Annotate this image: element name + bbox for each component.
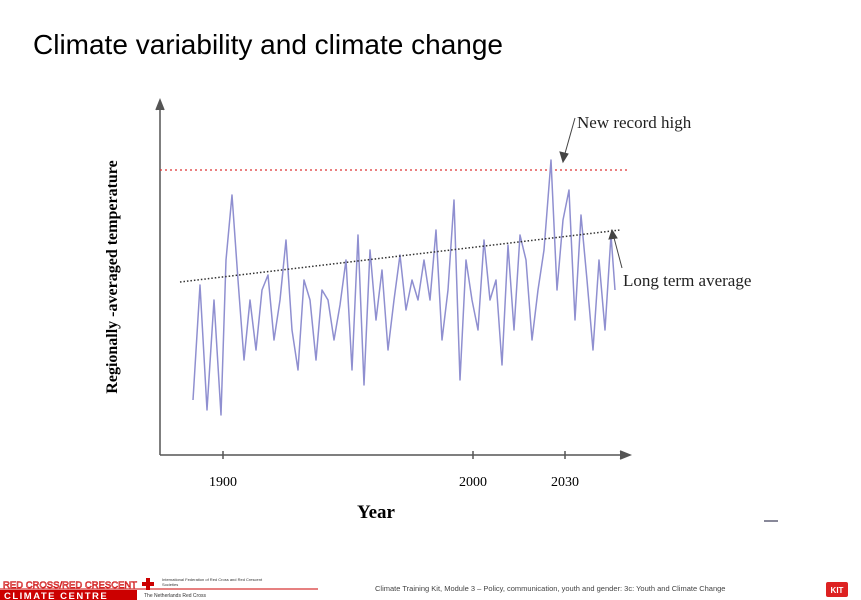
annotation: Long term average (623, 271, 751, 290)
kit-logo (826, 582, 848, 597)
partner-text: The Netherlands Red Cross (144, 593, 206, 599)
x-tick-label: 2000 (459, 475, 487, 490)
partner-box: International Federation of Red Cross an… (162, 577, 263, 587)
x-tick-label: 1900 (209, 475, 237, 490)
trend-line (179, 229, 621, 283)
annotation: New record high (577, 113, 692, 132)
slide-title: Climate variability and climate change (33, 29, 503, 60)
footer-caption: Climate Training Kit, Module 3 – Policy,… (375, 584, 725, 593)
logo-text: CLIMATE CENTRE (4, 591, 108, 600)
x-axis-label: Year (357, 502, 396, 523)
x-tick-label: 2030 (551, 475, 579, 490)
temperature-curve (192, 159, 616, 416)
partner-text: International Federation of Red Cross an… (162, 577, 263, 587)
logo-band (0, 590, 137, 600)
y-axis-label: Regionally -averaged temperature (104, 160, 121, 393)
annotation-arrows (559, 117, 623, 269)
red-cross-icon (142, 578, 154, 590)
kit-logo-text: KIT (831, 586, 844, 595)
axes (155, 97, 633, 460)
logo-text: RED CROSS/RED CRESCENT (3, 580, 137, 591)
